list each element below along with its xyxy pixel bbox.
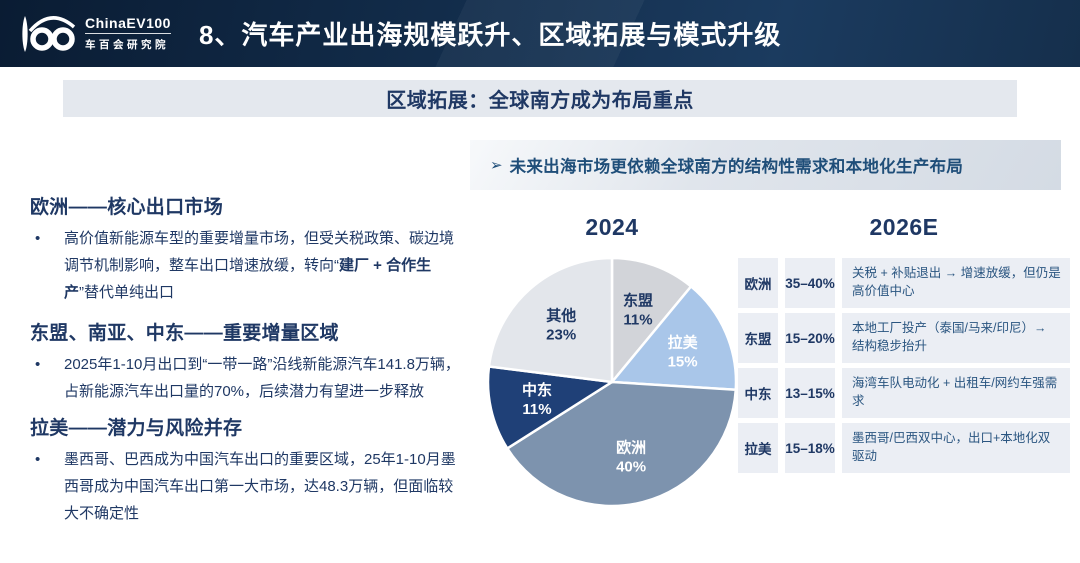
logo-brand-text: ChinaEV100 <box>85 15 171 34</box>
forecast-region-cell: 欧洲 <box>738 258 778 308</box>
slide-title: 8、汽车产业出海规模跃升、区域拓展与模式升级 <box>198 20 782 50</box>
forecast-table-title: 2026E <box>869 214 939 240</box>
forecast-note-cell: 海湾车队电动化 + 出租车/网约车强需求 <box>842 368 1070 418</box>
section-heading: 拉美——潜力与风险并存 <box>30 418 243 439</box>
forecast-range-cell: 15–18% <box>785 423 835 473</box>
forecast-note-cell: 墨西哥/巴西双中心，出口+本地化双驱动 <box>842 423 1070 473</box>
chinaev100-logo-icon <box>22 15 76 52</box>
logo-sub-text: 车百会研究院 <box>85 39 169 51</box>
pie-chart: 东盟 11% 拉美 15% 欧洲 40% 中东 11% 其他 23% <box>486 256 738 508</box>
bullet-text: 墨西哥、巴西成为中国汽车出口的重要区域，25年1-10月墨西哥成为中国汽车出口第… <box>64 451 456 522</box>
key-insight-callout: ➢ 未来出海市场更依赖全球南方的结构性需求和本地化生产布局 <box>470 140 1061 190</box>
pie-slice-中东 <box>486 365 616 451</box>
section-heading: 欧洲——核心出口市场 <box>30 197 224 218</box>
forecast-region-cell: 拉美 <box>738 423 778 473</box>
bullet-dot: • <box>35 356 41 373</box>
pie-slice-label: 中东 11% <box>522 381 552 418</box>
forecast-note-cell: 本地工厂投产（泰国/马来/印尼）→ 结构稳步抬升 <box>842 313 1070 363</box>
section-banner: 区域拓展：全球南方成为布局重点 <box>63 80 1017 117</box>
pie-slice-label: 东盟 11% <box>623 292 653 329</box>
bullet-item: • 高价值新能源车型的重要增量市场，但受关税政策、碳边境调节机制影响，整车出口增… <box>30 225 464 306</box>
left-text-column: 欧洲——核心出口市场 • 高价值新能源车型的重要增量市场，但受关税政策、碳边境调… <box>30 192 464 532</box>
bullet-text: 2025年1-10月出口到“一带一路”沿线新能源汽车141.8万辆，占新能源汽车… <box>64 356 460 400</box>
chinaev100-logo: ChinaEV100 车百会研究院 <box>18 14 171 54</box>
logo-texts: ChinaEV100 车百会研究院 <box>85 15 171 52</box>
pie-chart-title: 2024 <box>585 214 639 240</box>
section-asean-southasia-mideast: 东盟、南亚、中东——重要增量区域 • 2025年1-10月出口到“一带一路”沿线… <box>30 318 464 405</box>
key-insight-text: 未来出海市场更依赖全球南方的结构性需求和本地化生产布局 <box>509 158 964 176</box>
bullet-item: • 墨西哥、巴西成为中国汽车出口的重要区域，25年1-10月墨西哥成为中国汽车出… <box>30 446 464 527</box>
forecast-range-cell: 35–40% <box>785 258 835 308</box>
forecast-note-cell: 关税 + 补贴退出 → 增速放缓，但仍是高价值中心 <box>842 258 1070 308</box>
pie-slice-label: 其他 23% <box>546 306 576 343</box>
forecast-region-cell: 中东 <box>738 368 778 418</box>
pie-slice-东盟 <box>610 256 693 386</box>
bullet-dot: • <box>35 230 41 247</box>
pie-slice-label: 拉美 15% <box>668 334 699 371</box>
section-latam: 拉美——潜力与风险并存 • 墨西哥、巴西成为中国汽车出口的重要区域，25年1-1… <box>30 413 464 527</box>
pie-slice-label: 欧洲 40% <box>616 439 646 476</box>
forecast-table: 欧洲 35–40% 关税 + 补贴退出 → 增速放缓，但仍是高价值中心东盟 15–20… <box>738 258 1070 473</box>
forecast-region-cell: 东盟 <box>738 313 778 363</box>
arrow-bullet-icon: ➢ <box>490 157 503 174</box>
section-banner-text: 区域拓展：全球南方成为布局重点 <box>386 90 694 112</box>
pie-slice-拉美 <box>609 284 738 392</box>
bullet-item: • 2025年1-10月出口到“一带一路”沿线新能源汽车141.8万辆，占新能源… <box>30 351 464 405</box>
section-europe: 欧洲——核心出口市场 • 高价值新能源车型的重要增量市场，但受关税政策、碳边境调… <box>30 192 464 306</box>
bullet-dot: • <box>35 451 41 468</box>
header-bar: ChinaEV100 车百会研究院 8、汽车产业出海规模跃升、区域拓展与模式升级 <box>0 0 1080 67</box>
section-heading: 东盟、南亚、中东——重要增量区域 <box>30 323 339 344</box>
pie-slice-其他 <box>487 256 614 384</box>
bullet-text: 高价值新能源车型的重要增量市场，但受关税政策、碳边境调节机制影响，整车出口增速放… <box>64 230 455 301</box>
forecast-range-cell: 15–20% <box>785 313 835 363</box>
forecast-range-cell: 13–15% <box>785 368 835 418</box>
